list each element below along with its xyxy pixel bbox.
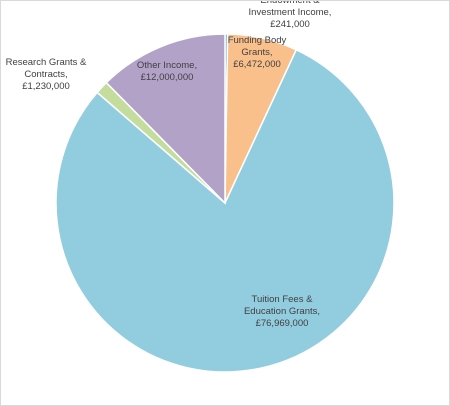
data-label-line: Contracts, [24, 69, 67, 80]
data-label-5: Other Income, £12,000,000 [137, 60, 197, 83]
data-label-line: Endowment & [260, 1, 320, 6]
data-label-line: Investment Income, [249, 7, 332, 18]
data-label-line: Funding Body [228, 35, 287, 46]
data-label-1: Endowment &Investment Income,£241,000 [249, 1, 332, 30]
data-label-line: Research Grants & [6, 57, 87, 68]
data-label-line: Tuition Fees & [252, 294, 314, 305]
pie-slice-5 [105, 33, 226, 205]
data-label-3: Tuition Fees & Education Grants, £76,969,0… [244, 294, 320, 329]
data-label-2: Funding Body Grants, £6,472,000 [228, 35, 287, 70]
data-label-line: £1,230,000 [22, 81, 70, 92]
data-label-line: £76,969,000 [256, 318, 309, 329]
data-label-line: £241,000 [270, 19, 310, 30]
data-label-line: Education Grants, [244, 306, 320, 317]
data-label-line: £12,000,000 [141, 72, 194, 83]
data-label-4: Research Grants & Contracts, £1,230,000 [6, 57, 87, 92]
data-label-line: Other Income, [137, 60, 197, 71]
data-label-line: £6,472,000 [233, 59, 281, 70]
data-label-line: Grants, [241, 47, 272, 58]
